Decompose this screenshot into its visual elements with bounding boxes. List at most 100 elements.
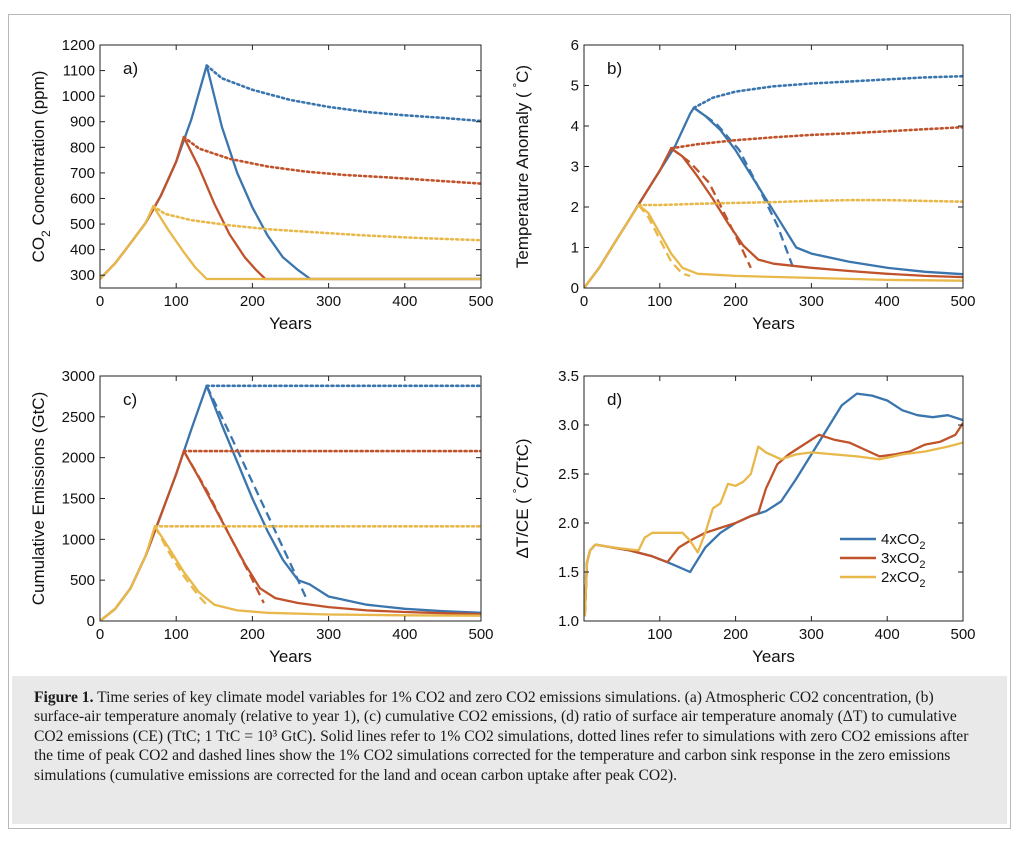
y-tick-label: 1.0	[558, 613, 579, 630]
y-tick-label: 2500	[62, 409, 95, 426]
figure-frame	[8, 14, 1011, 829]
panel-d: 100 200 300 400 500 1.0 1.5 2.0 2.5 3.0 3.5 Years ΔT…	[510, 368, 976, 666]
y-axis-title: Cumulative Emissions (GtC)	[29, 392, 48, 606]
panel-b: 0 100 200 300 400 500 0 1 2 3 4 5 6 Years Temperature …	[510, 37, 976, 333]
legend-label-base: 3xCO	[881, 550, 919, 567]
x-tick-label: 0	[96, 626, 104, 643]
x-tick-label: 200	[723, 626, 748, 643]
series-line-3xco2-zero-emissions	[182, 135, 481, 185]
x-tick-label: 0	[580, 293, 588, 310]
series-group	[584, 74, 963, 288]
y-tick-label: 1100	[63, 63, 95, 80]
y-axis-title-part: C/TtC)	[513, 438, 532, 488]
x-tick-label: 500	[468, 293, 493, 310]
y-axis-title-script: 2	[39, 230, 53, 237]
y-axis-title: ΔT/CE ( °C/TtC)	[510, 438, 532, 558]
y-tick-label: 1500	[62, 491, 95, 508]
x-tick-label: 400	[392, 293, 417, 310]
y-tick-label: 700	[70, 165, 95, 182]
x-tick-label: 100	[647, 626, 672, 643]
legend-label-base: 2xCO	[881, 569, 919, 586]
y-tick-label: 2	[571, 199, 579, 216]
x-tick-label: 500	[468, 626, 493, 643]
y-tick-label: 1200	[62, 37, 95, 54]
panel-label: b)	[607, 59, 622, 78]
y-tick-label: 0	[571, 280, 579, 297]
y-axis-title-part: Cumulative Emissions (GtC)	[29, 392, 48, 606]
y-axis-title-part: Temperature Anomaly (	[513, 88, 532, 268]
x-tick-label: 0	[96, 293, 104, 310]
legend-label-2x: 2xCO2	[881, 569, 925, 590]
series-line-3xco2	[584, 422, 963, 617]
axes-box	[583, 375, 964, 622]
series-line-3xco2-zero-emissions	[669, 125, 963, 150]
x-tick-label: 300	[316, 293, 341, 310]
x-tick-label: 500	[950, 626, 975, 643]
series-line-4xco2-1-	[100, 64, 481, 281]
y-tick-label: 3000	[62, 368, 95, 385]
x-tick-label: 200	[240, 293, 265, 310]
series-line-2xco2-corrected	[153, 525, 208, 606]
x-tick-label: 400	[875, 293, 900, 310]
series-line-2xco2-1-	[100, 525, 481, 621]
x-axis-title: Years	[752, 314, 795, 333]
series-line-2xco2	[584, 441, 963, 617]
x-tick-label: 400	[392, 626, 417, 643]
series-line-3xco2-corrected	[670, 147, 752, 269]
y-tick-label: 800	[70, 139, 95, 156]
x-tick-label: 300	[799, 293, 824, 310]
series-line-3xco2-corrected	[182, 450, 265, 604]
series-line-4xco2-1-	[100, 384, 481, 621]
legend-label-base: 4xCO	[881, 531, 919, 548]
panel-a: 0 100 200 300 400 500 300 400 500 600 700 800 900 100…	[29, 37, 494, 333]
series-line-4xco2-corrected	[205, 385, 309, 602]
series-line-2xco2-zero-emissions	[152, 204, 481, 242]
series-line-2xco2-1-	[584, 203, 963, 288]
caption-text: Time series of key climate model variabl…	[34, 689, 969, 784]
panel-label: a)	[123, 59, 138, 78]
y-tick-label: 300	[70, 267, 95, 284]
x-tick-label: 200	[723, 293, 748, 310]
series-line-4xco2-zero-emissions	[205, 64, 481, 123]
y-tick-label: 1000	[62, 88, 95, 105]
legend-label-sub: 2	[919, 578, 925, 590]
series-group	[100, 64, 481, 281]
x-tick-label: 100	[647, 293, 672, 310]
y-tick-label: 500	[70, 572, 95, 589]
y-tick-label: 500	[70, 216, 95, 233]
x-axis-title: Years	[752, 647, 795, 666]
y-tick-label: 6	[571, 37, 579, 54]
x-tick-label: 200	[240, 626, 265, 643]
series-line-2xco2-zero-emissions	[637, 198, 963, 207]
axes-box	[583, 44, 964, 289]
y-axis-title-script: °	[510, 83, 524, 88]
legend-label-sub: 2	[919, 540, 925, 552]
series-line-4xco2-corrected	[693, 106, 795, 269]
caption-figure-label: Figure 1.	[34, 689, 94, 706]
y-axis-title-script: °	[510, 488, 524, 493]
series-line-3xco2-1-	[584, 147, 963, 288]
y-tick-label: 900	[70, 114, 95, 131]
y-axis-title-part: ΔT/CE (	[513, 493, 532, 558]
y-axis-title-part: C)	[513, 65, 532, 83]
y-tick-label: 600	[70, 190, 95, 207]
y-tick-label: 3.5	[558, 368, 579, 385]
axes-box	[99, 44, 482, 289]
figure-caption: Figure 1. Time series of key climate mod…	[12, 676, 1007, 824]
series-line-2xco2-1-	[100, 204, 481, 281]
y-tick-label: 3.0	[558, 417, 579, 434]
legend-label-sub: 2	[919, 559, 925, 571]
y-tick-label: 0	[87, 613, 95, 630]
panel-label: d)	[607, 390, 622, 409]
axes-box	[99, 375, 482, 622]
y-tick-label: 2000	[62, 450, 95, 467]
series-line-3xco2-1-	[100, 449, 481, 621]
y-tick-label: 2.5	[558, 466, 579, 483]
series-line-4xco2-zero-emissions	[692, 74, 963, 110]
series-group	[584, 392, 963, 617]
y-tick-label: 2.0	[558, 515, 579, 532]
y-tick-label: 4	[571, 118, 579, 135]
x-tick-label: 100	[164, 626, 189, 643]
